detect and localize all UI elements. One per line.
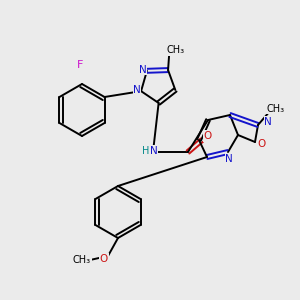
- Text: N: N: [139, 65, 147, 75]
- Text: CH₃: CH₃: [166, 45, 184, 55]
- Text: N: N: [225, 154, 233, 164]
- Text: CH₃: CH₃: [267, 104, 285, 114]
- Text: O: O: [204, 131, 212, 141]
- Text: O: O: [258, 139, 266, 149]
- Text: CH₃: CH₃: [73, 255, 91, 265]
- Text: O: O: [100, 254, 108, 264]
- Text: F: F: [77, 60, 83, 70]
- Text: N: N: [150, 146, 158, 156]
- Text: H: H: [142, 146, 150, 156]
- Text: N: N: [264, 117, 272, 127]
- Text: N: N: [133, 85, 141, 95]
